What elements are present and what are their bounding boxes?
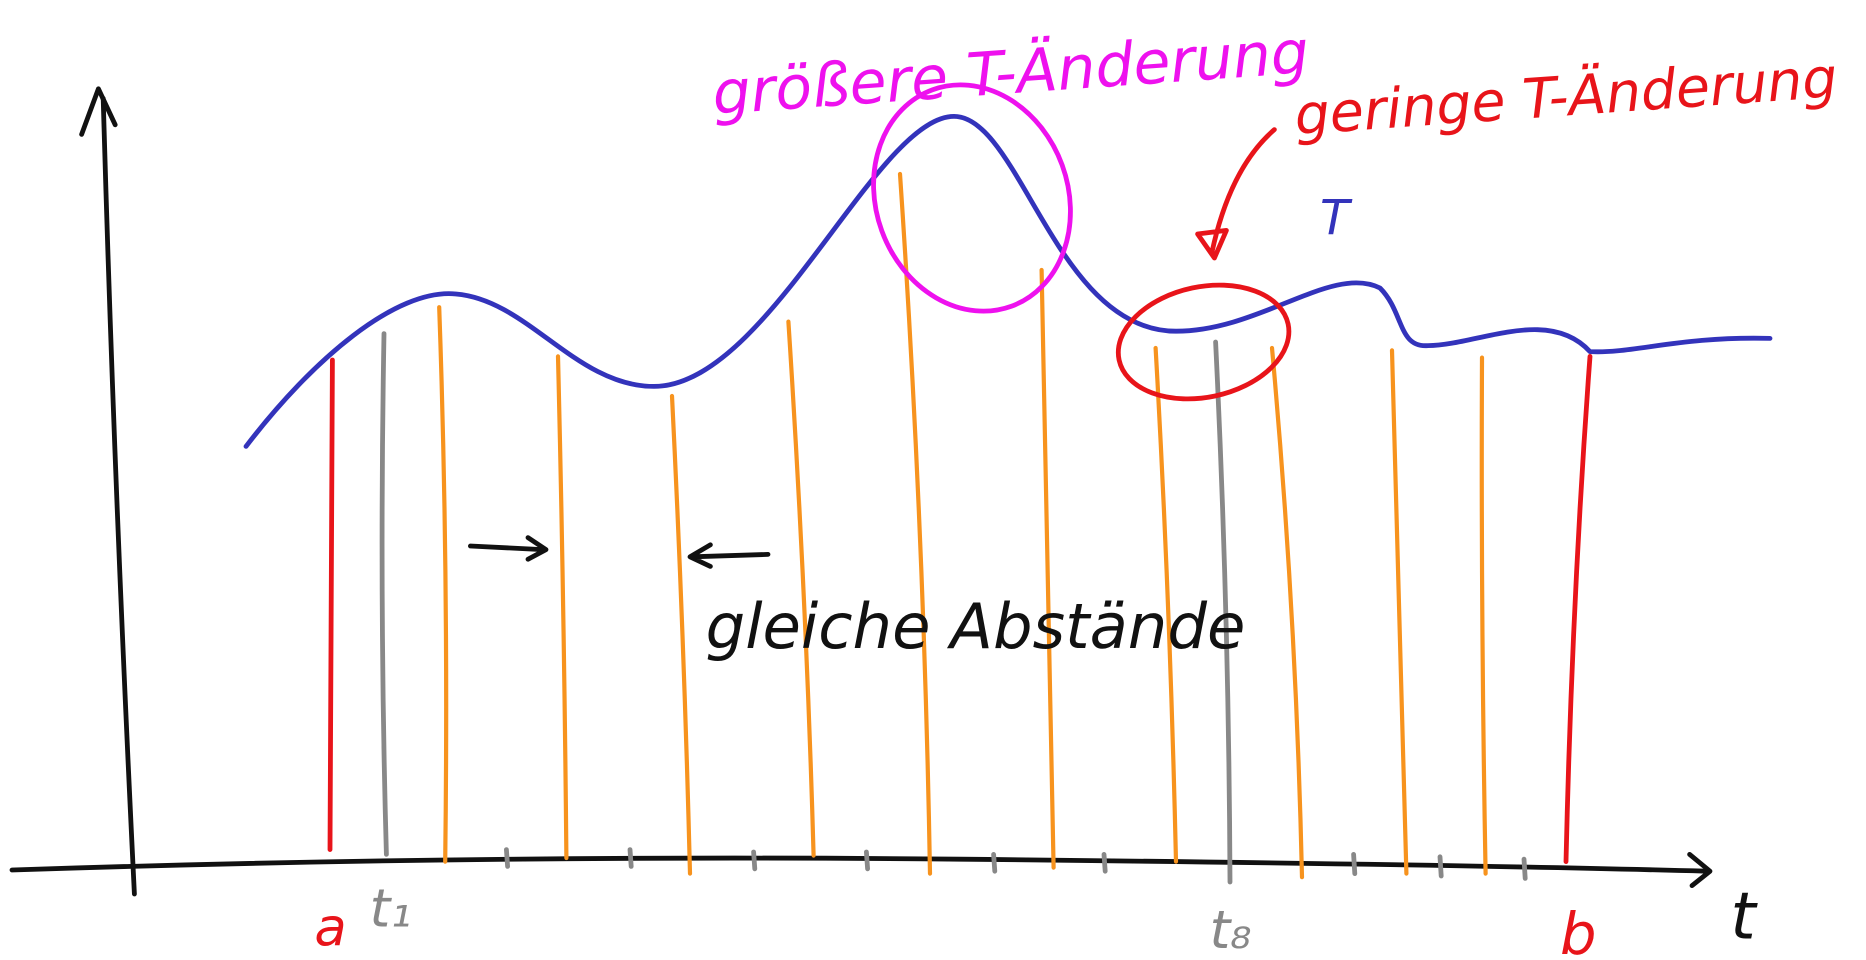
small-change-arrow — [1198, 130, 1275, 258]
axes — [12, 89, 1710, 894]
y-arrow — [82, 89, 116, 135]
t-label: t — [1730, 879, 1758, 954]
sketch: größere T-Änderung geringe T-Änderung T … — [0, 0, 1866, 960]
t1-label: t₁ — [370, 878, 412, 939]
curve-label: T — [1320, 190, 1353, 246]
b-label: b — [1560, 901, 1597, 960]
y-axis — [103, 98, 134, 894]
orange-lines — [439, 174, 1485, 877]
small-change-ellipse — [1108, 270, 1300, 414]
right-arrow — [470, 538, 546, 560]
curve — [246, 116, 1770, 446]
small-change-label: geringe T-Änderung — [1293, 47, 1840, 149]
equal-spacing-label: gleiche Abstände — [706, 590, 1246, 663]
left-arrow — [690, 545, 768, 567]
t8-label: t₈ — [1210, 900, 1252, 960]
a-label: a — [314, 898, 346, 959]
x-axis — [12, 858, 1706, 871]
large-change-label: größere T-Änderung — [710, 16, 1311, 129]
